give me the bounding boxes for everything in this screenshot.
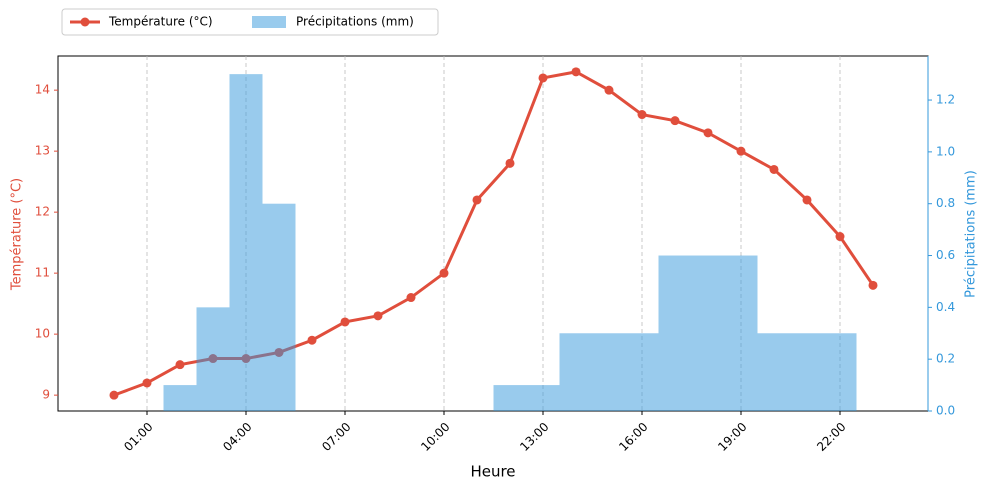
- x-tick-label: 04:00: [220, 420, 254, 454]
- temperature-point: [175, 360, 185, 370]
- precipitation-bar: [493, 385, 527, 411]
- temperature-point: [142, 378, 152, 388]
- temperature-point: [505, 158, 515, 168]
- legend-box: [61, 8, 439, 36]
- precipitation-bar: [724, 255, 758, 411]
- temperature-point: [538, 73, 548, 83]
- temperature-point: [307, 335, 317, 345]
- temperature-point: [604, 85, 614, 95]
- y-tick-label: 11: [35, 266, 50, 280]
- precipitation-bar: [163, 385, 197, 411]
- temperature-point: [637, 110, 647, 120]
- precipitation-bar: [691, 255, 725, 411]
- x-tick-label: 22:00: [814, 420, 848, 454]
- precipitation-bar: [196, 307, 230, 411]
- x-tick-label: 01:00: [121, 420, 155, 454]
- legend-swatch: [252, 16, 286, 28]
- precipitation-bar: [526, 385, 560, 411]
- temperature-point: [802, 195, 812, 205]
- y2-tick-label: 1.2: [936, 93, 955, 107]
- temperature-point: [373, 311, 383, 321]
- temperature-point: [472, 195, 482, 205]
- y-tick-label: 13: [35, 144, 50, 158]
- temperature-point: [868, 280, 878, 290]
- y2-tick-label: 0.0: [936, 404, 955, 418]
- precipitation-bar: [790, 333, 824, 411]
- temperature-point: [736, 146, 746, 156]
- y-tick-label: 10: [35, 327, 50, 341]
- x-axis-label: Heure: [470, 463, 515, 481]
- y-tick-label: 14: [35, 83, 50, 97]
- temperature-point: [571, 67, 581, 77]
- temperature-point: [703, 128, 713, 138]
- temperature-point: [340, 317, 350, 327]
- y2-tick-label: 0.6: [936, 248, 955, 262]
- y2-tick-label: 0.8: [936, 196, 955, 210]
- legend: Température (°C) Précipitations (mm): [61, 8, 439, 36]
- temperature-point: [670, 116, 680, 126]
- precipitation-bar: [559, 333, 593, 411]
- temperature-point: [835, 232, 845, 242]
- precipitation-bar: [658, 255, 692, 411]
- legend-label: Précipitations (mm): [296, 15, 414, 29]
- x-tick-label: 13:00: [517, 420, 551, 454]
- x-tick-label: 16:00: [616, 420, 650, 454]
- y2-axis-label: Précipitations (mm): [964, 170, 979, 298]
- precipitation-bar: [229, 74, 263, 412]
- precipitation-bar: [625, 333, 659, 411]
- precipitation-bar: [757, 333, 791, 411]
- x-tick-label: 07:00: [319, 420, 353, 454]
- x-tick-label: 19:00: [715, 420, 749, 454]
- temperature-point: [109, 390, 119, 400]
- legend-label: Température (°C): [108, 15, 213, 29]
- y-tick-label: 12: [35, 205, 50, 219]
- y-axis-label: Température (°C): [10, 178, 25, 291]
- temperature-point: [769, 164, 779, 174]
- precipitation-bar: [262, 203, 296, 411]
- legend-marker: [80, 17, 90, 27]
- y2-tick-label: 0.2: [936, 352, 955, 366]
- y2-tick-label: 1.0: [936, 144, 955, 158]
- y2-tick-label: 0.4: [936, 300, 955, 314]
- precipitation-bar: [823, 333, 857, 411]
- y-tick-label: 9: [42, 388, 50, 402]
- precipitation-bar: [592, 333, 626, 411]
- temperature-point: [406, 293, 416, 303]
- x-tick-label: 10:00: [418, 420, 452, 454]
- temperature-point: [439, 268, 449, 278]
